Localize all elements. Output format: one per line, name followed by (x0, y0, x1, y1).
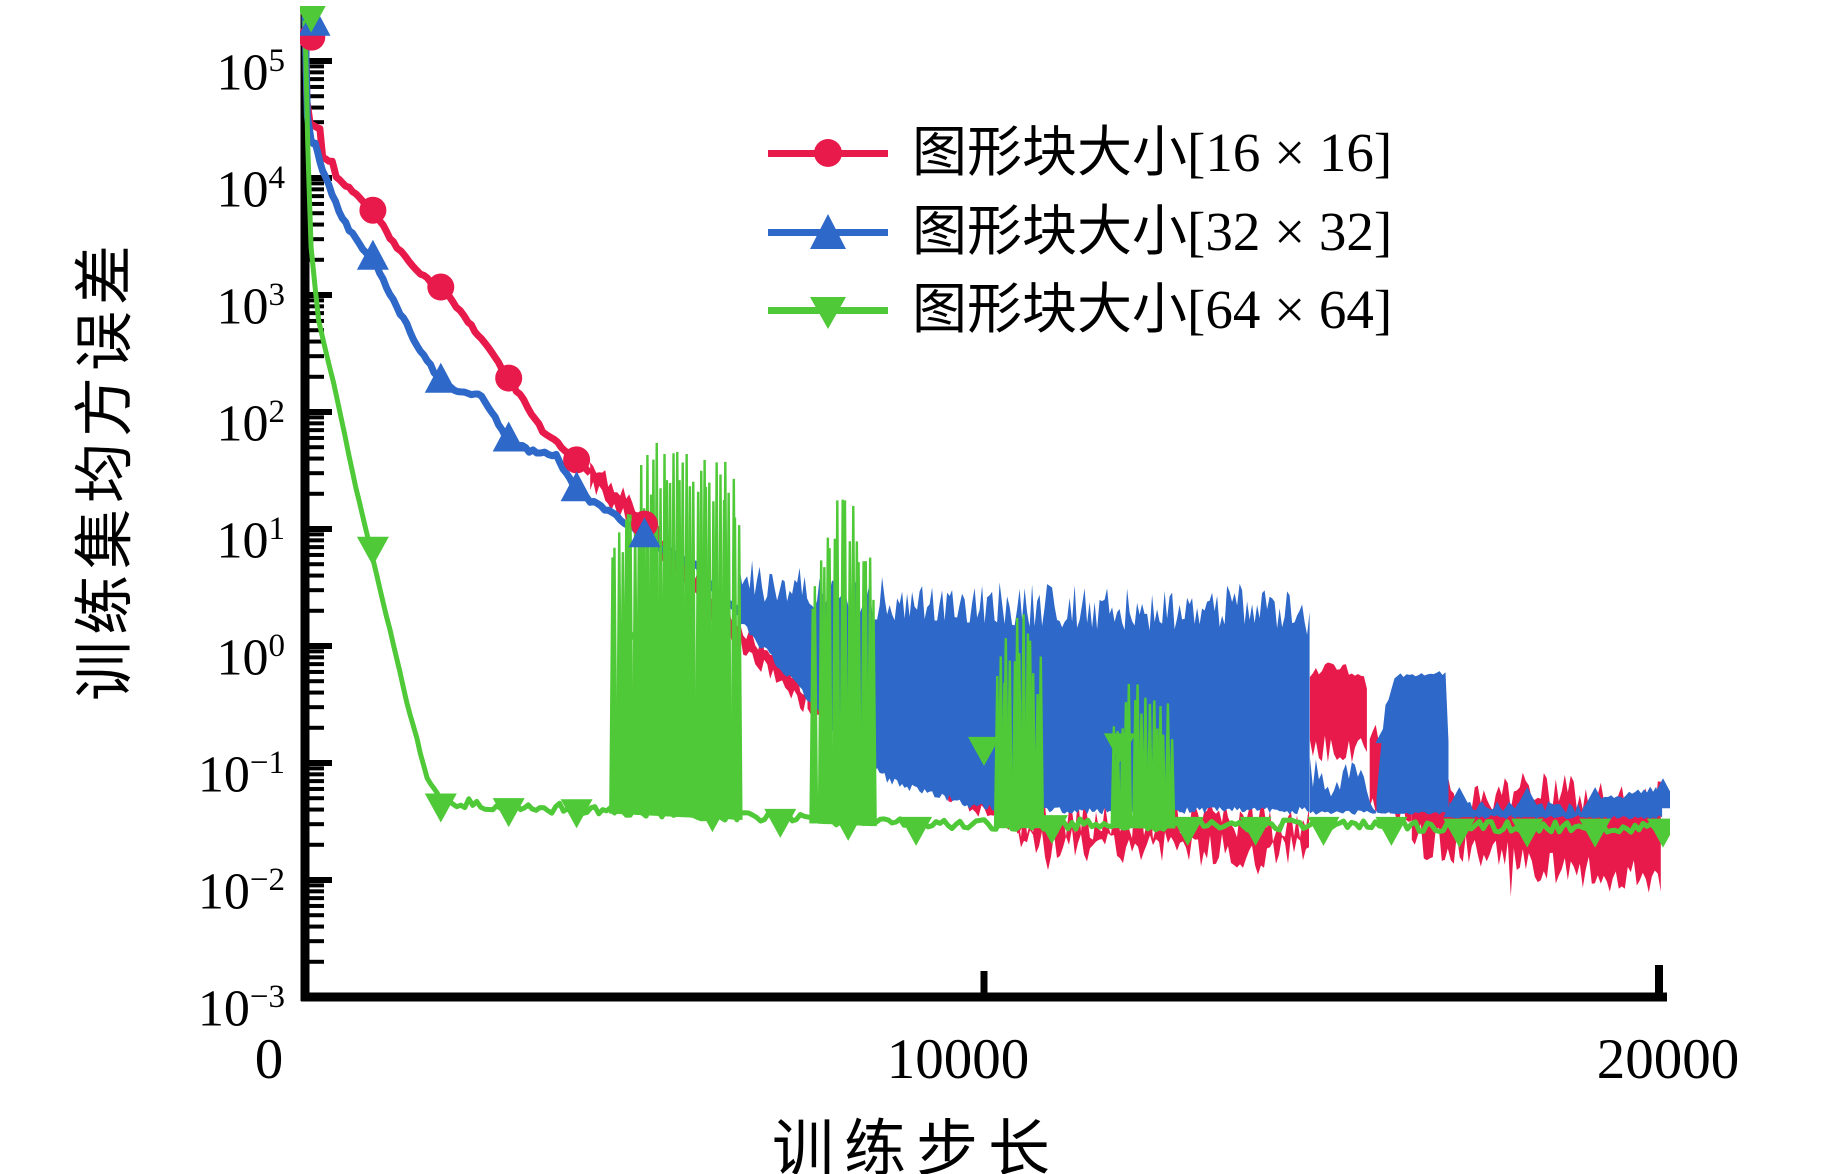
y-tick-label: 10−2 (197, 862, 285, 921)
y-tick-label: 103 (216, 277, 286, 336)
markers-图形块大小[64 × 64] (300, 6, 1670, 848)
x-tick-label: 10000 (886, 1028, 1030, 1091)
y-tick-label: 104 (216, 160, 286, 219)
series-图形块大小[32 × 32] (301, 16, 1663, 820)
y-tick-label: 101 (216, 511, 286, 570)
x-tick-label: 0 (254, 1028, 284, 1091)
axes (300, 8, 1667, 1002)
y-tick-label: 105 (216, 43, 286, 102)
x-tick-label: 20000 (1596, 1028, 1740, 1091)
y-axis-title: 训练集均方误差 (72, 239, 139, 701)
y-tick-label: 102 (216, 394, 286, 453)
y-tick-label: 100 (216, 628, 286, 687)
plot-area (300, 6, 1670, 897)
y-tick-label: 10−1 (197, 745, 285, 804)
markers-图形块大小[32 × 32] (300, 6, 1670, 818)
y-tick-label: 10−3 (197, 979, 285, 1038)
series-图形块大小[64 × 64] (302, 20, 1665, 835)
x-axis-title: 训练步长 (772, 1116, 1061, 1174)
